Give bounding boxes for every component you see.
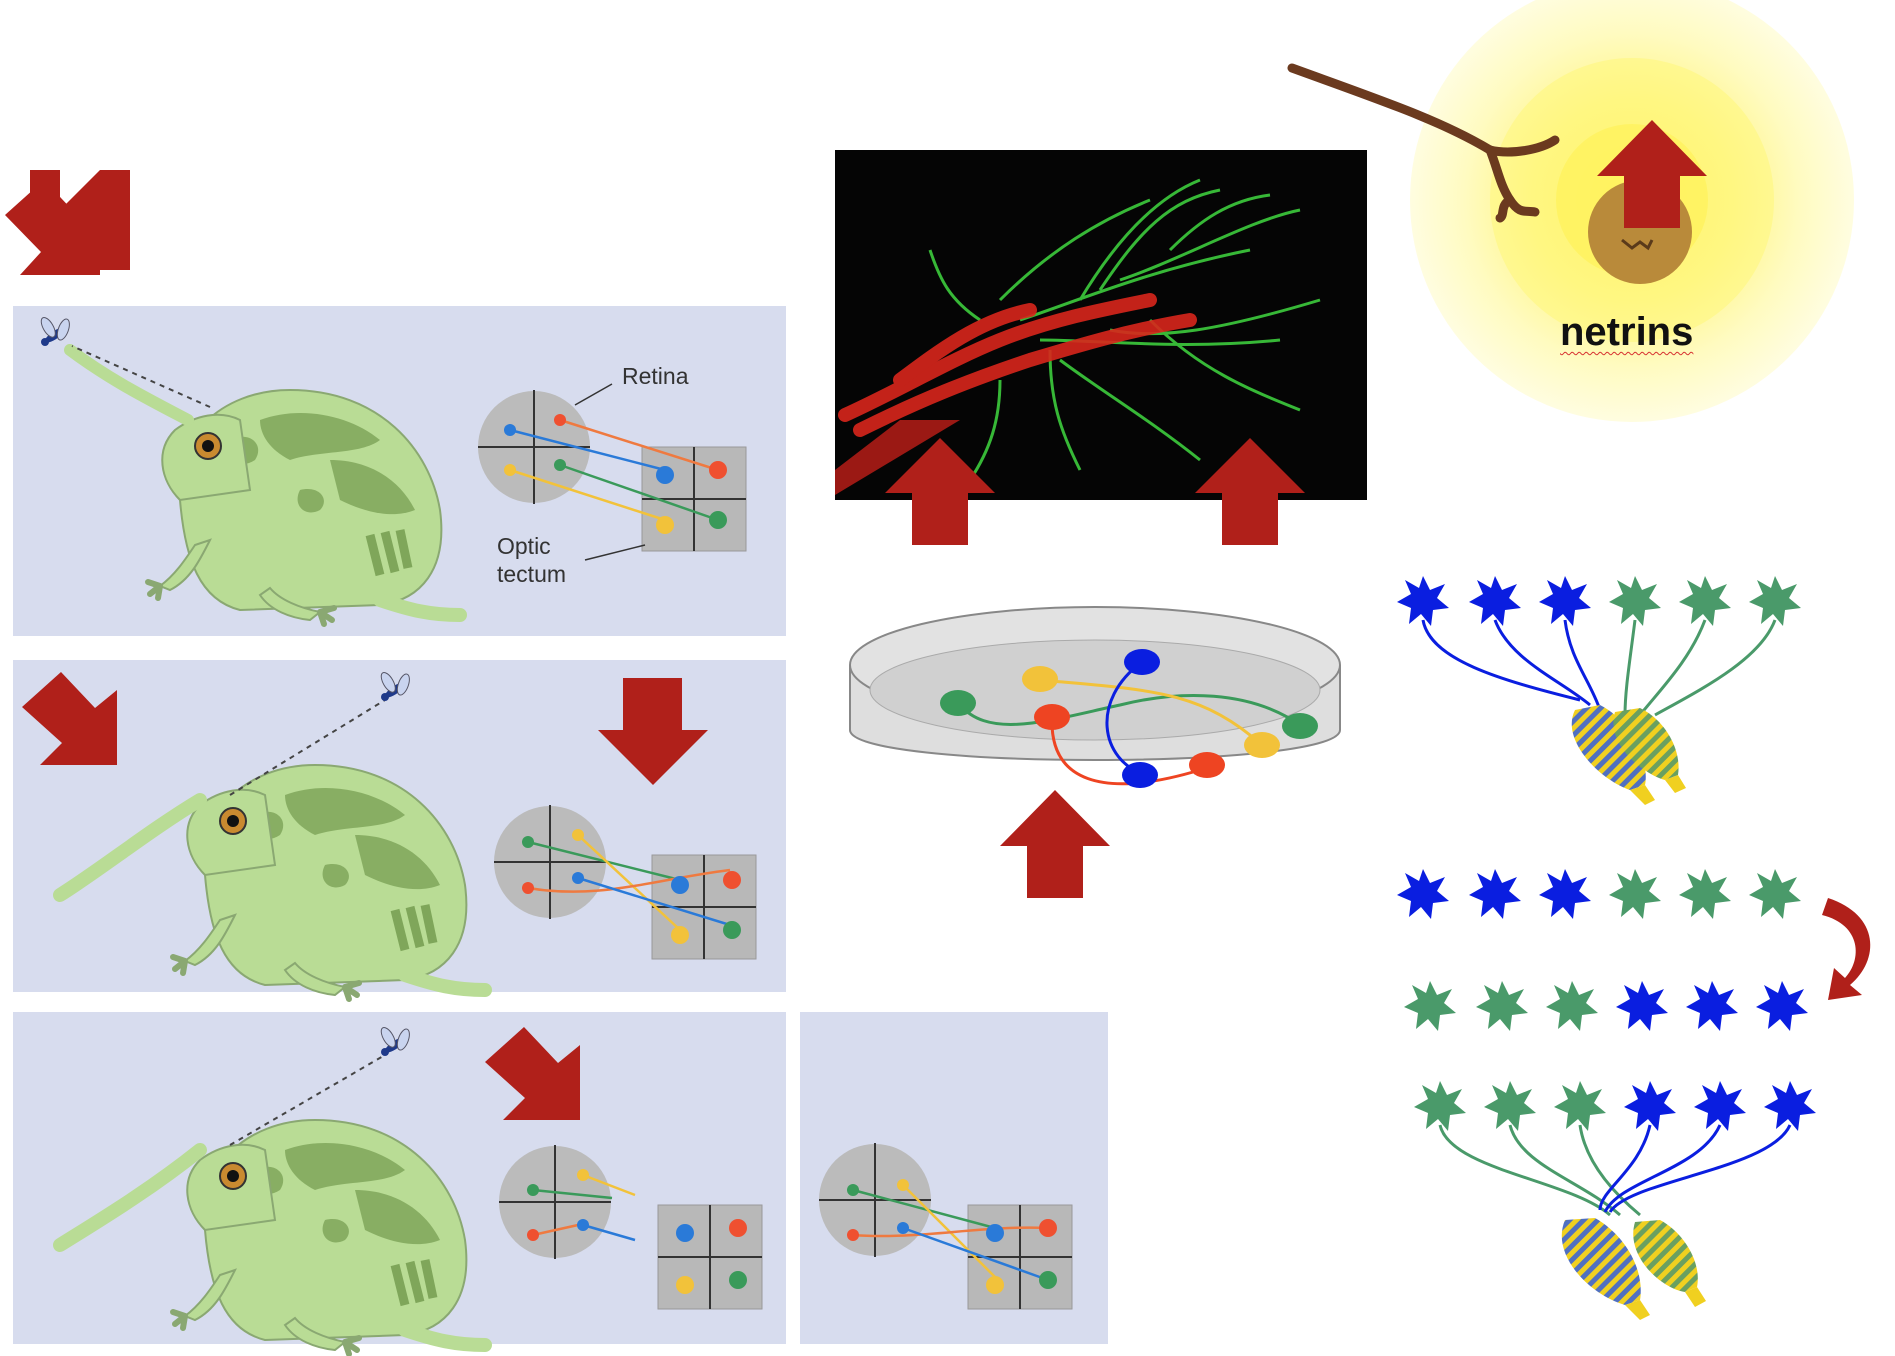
down-arrow-icon <box>598 678 708 785</box>
neuron-row-bottom <box>1414 1081 1816 1131</box>
up-arrow-icon <box>885 438 995 545</box>
down-right-arrow-icon <box>22 672 117 765</box>
neuron-row-middle <box>1397 869 1801 919</box>
netrins-label: netrins <box>1560 310 1694 354</box>
curved-arrow-icon <box>1822 898 1871 1000</box>
fly-icon <box>37 314 73 347</box>
neuron-row-lower <box>1404 981 1808 1031</box>
down-right-arrow-icon <box>5 180 100 275</box>
optic-tectum-label-line2: tectum <box>497 561 567 587</box>
tectal-target <box>1571 705 1686 805</box>
fly-icon <box>377 1024 413 1057</box>
fly-icon <box>377 669 413 702</box>
up-arrow-icon <box>1000 790 1110 898</box>
up-arrow-icon <box>1597 120 1707 228</box>
growth-cone-stick <box>1287 63 1560 223</box>
up-arrow-icon <box>1195 438 1305 545</box>
petri-dish <box>849 606 1341 761</box>
growth-cone-micrograph <box>835 150 1367 500</box>
optic-tectum-label-line1: Optic <box>497 533 551 559</box>
neuron-row-top <box>1397 576 1801 626</box>
retina-label: Retina <box>622 363 689 389</box>
down-right-arrow-icon <box>485 1027 580 1120</box>
frog-icon <box>173 1120 485 1354</box>
frog-tongue <box>53 793 207 902</box>
tectal-target <box>1561 1218 1706 1320</box>
frog-tongue <box>53 1143 207 1252</box>
frog-tongue <box>64 344 194 426</box>
frog-icon <box>173 765 485 999</box>
frog-icon <box>148 390 460 624</box>
